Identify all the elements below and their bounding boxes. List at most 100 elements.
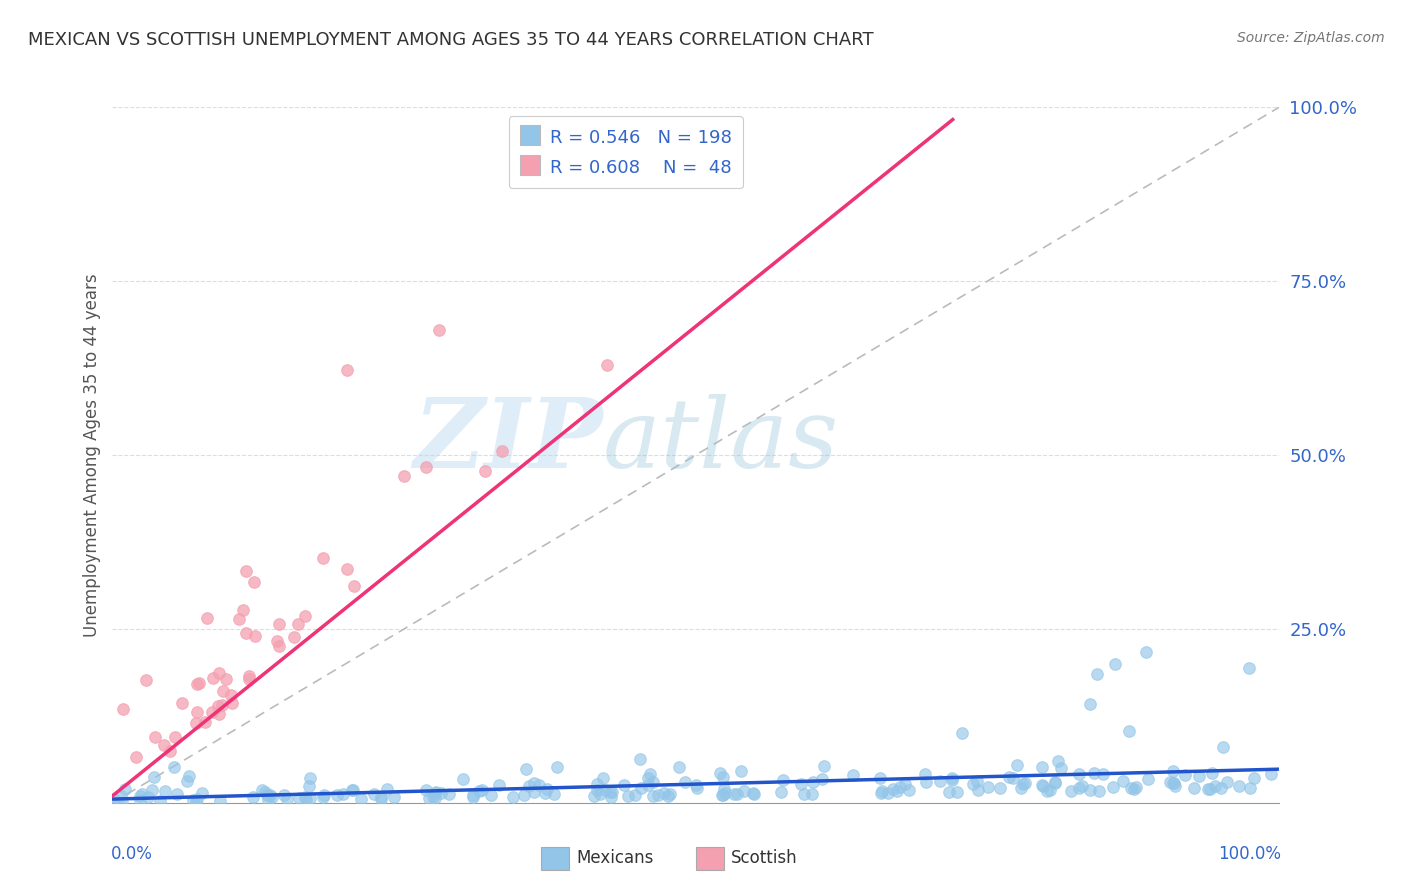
Point (262, 789, 284, 804)
Point (471, 783, 494, 797)
Point (869, 771, 891, 785)
Point (326, 788, 349, 802)
Point (523, 775, 546, 789)
Point (208, 706, 231, 721)
Point (592, 772, 614, 786)
Point (637, 771, 659, 785)
Point (533, 786, 555, 800)
Point (1014, 776, 1036, 790)
Point (914, 767, 936, 781)
Point (283, 630, 305, 644)
Point (613, 778, 636, 792)
Point (165, 730, 187, 744)
Point (1087, 667, 1109, 681)
Point (179, 769, 201, 783)
Point (1125, 780, 1147, 795)
Point (257, 793, 280, 807)
Point (624, 789, 647, 803)
Point (124, 750, 146, 764)
Point (967, 783, 990, 797)
Point (392, 469, 415, 483)
Point (211, 698, 233, 713)
Point (1010, 781, 1032, 796)
Point (1031, 779, 1053, 793)
Point (1091, 766, 1114, 780)
Point (1164, 780, 1187, 794)
Point (713, 781, 735, 796)
Point (207, 699, 229, 714)
Point (250, 783, 273, 797)
Point (1227, 779, 1250, 793)
Point (363, 787, 385, 801)
Text: Source: ZipAtlas.com: Source: ZipAtlas.com (1237, 31, 1385, 45)
Point (461, 788, 484, 802)
Point (502, 789, 524, 804)
Point (945, 785, 967, 799)
Point (153, 784, 176, 798)
Point (941, 772, 963, 787)
Point (238, 669, 260, 683)
Point (842, 768, 865, 782)
Point (1060, 784, 1083, 798)
Point (238, 673, 260, 687)
Point (894, 777, 917, 791)
Point (711, 770, 734, 784)
Point (299, 791, 322, 805)
Point (1050, 761, 1073, 775)
Point (468, 784, 491, 798)
Point (515, 762, 537, 776)
Point (273, 788, 295, 802)
Point (186, 676, 208, 690)
Point (801, 788, 824, 802)
Point (1039, 783, 1062, 797)
Point (288, 790, 311, 805)
Point (425, 785, 447, 799)
Point (1083, 765, 1105, 780)
Point (427, 323, 450, 337)
Point (1216, 775, 1239, 789)
Point (208, 666, 231, 681)
Point (616, 789, 638, 804)
Point (711, 788, 734, 802)
Point (1011, 777, 1033, 791)
Point (1260, 767, 1282, 781)
Point (1212, 739, 1234, 754)
Point (243, 574, 266, 589)
Point (583, 789, 606, 804)
Point (474, 464, 496, 478)
Point (599, 785, 621, 799)
Point (941, 771, 963, 785)
Point (801, 775, 824, 789)
Point (340, 783, 363, 797)
Point (370, 791, 392, 805)
Point (228, 612, 250, 626)
Y-axis label: Unemployment Among Ages 35 to 44 years: Unemployment Among Ages 35 to 44 years (83, 273, 101, 637)
Point (769, 785, 792, 799)
Point (870, 786, 893, 800)
Point (709, 766, 731, 780)
Point (370, 789, 392, 804)
Point (882, 781, 904, 796)
Point (415, 459, 437, 474)
Point (630, 781, 652, 796)
Point (638, 767, 661, 781)
Point (1045, 775, 1067, 789)
Point (186, 715, 208, 730)
Point (1201, 765, 1223, 780)
Point (595, 783, 617, 797)
Point (517, 779, 540, 793)
Point (243, 629, 266, 643)
Point (813, 759, 835, 773)
Point (314, 789, 336, 803)
Point (929, 774, 952, 789)
Point (219, 689, 242, 703)
Point (647, 789, 669, 803)
Point (193, 715, 215, 730)
Point (1204, 779, 1226, 793)
Point (1078, 782, 1101, 797)
Point (536, 782, 558, 797)
Point (342, 782, 364, 797)
Point (149, 794, 172, 808)
Point (529, 778, 551, 792)
Point (585, 777, 607, 791)
